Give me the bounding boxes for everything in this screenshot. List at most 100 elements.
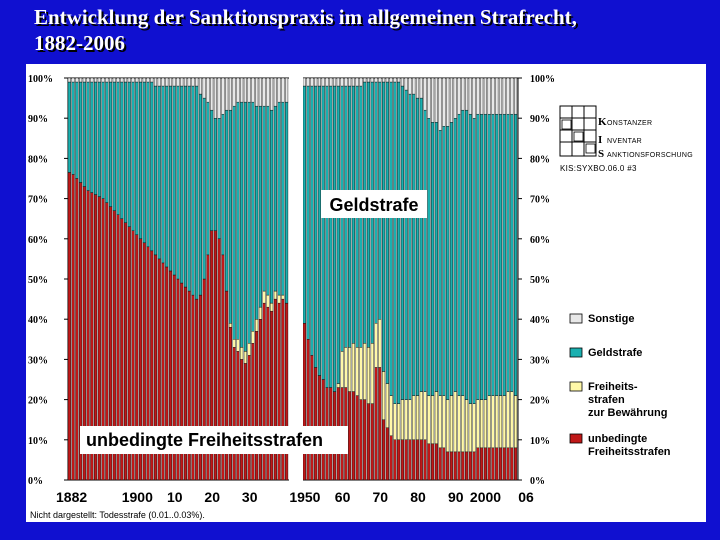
bar-geldstrafe-1894: [112, 81, 116, 211]
bar-unbedingt-1935: [266, 306, 270, 481]
bar-unbedingt-1999: [487, 447, 491, 481]
bar-geldstrafe-1990: [453, 118, 457, 392]
bar-sonstige-1995: [472, 77, 476, 119]
bar-bewaehrung-1963: [351, 343, 355, 392]
kis-logo: K ONSTANZER I NVENTAR S ANKTIONSFORSCHUN…: [559, 105, 693, 173]
bar-bewaehrung-1939: [281, 294, 285, 300]
bar-bewaehrung-1981: [419, 391, 423, 440]
bar-sonstige-1959: [336, 77, 340, 87]
bar-sonstige-1920: [210, 77, 214, 111]
bar-geldstrafe-1934: [262, 105, 266, 292]
bar-unbedingt-2003: [502, 447, 506, 481]
bar-unbedingt-1971: [382, 419, 386, 481]
y-tick-right: 50%: [530, 275, 550, 286]
bar-bewaehrung-1931: [251, 331, 255, 344]
bar-sonstige-1953: [314, 77, 318, 87]
bar-sonstige-1965: [359, 77, 363, 87]
bar-geldstrafe-1904: [150, 81, 154, 252]
bar-sonstige-1898: [127, 77, 131, 83]
bar-sonstige-1910: [172, 77, 176, 87]
bar-unbedingt-1967: [366, 403, 371, 481]
bar-sonstige-1934: [262, 77, 266, 107]
bar-sonstige-1895: [116, 77, 120, 83]
bar-sonstige-1957: [329, 77, 333, 87]
bar-sonstige-2004: [506, 77, 510, 115]
bar-sonstige-1927: [236, 77, 240, 103]
bar-geldstrafe-1933: [258, 105, 262, 308]
bar-geldstrafe-2002: [498, 113, 503, 396]
x-tick-label: 06: [518, 489, 534, 505]
bar-geldstrafe-2001: [495, 113, 499, 396]
bar-sonstige-2005: [510, 77, 514, 115]
bar-sonstige-1938: [277, 77, 281, 103]
bar-sonstige-1994: [468, 77, 472, 115]
bar-geldstrafe-1999: [487, 113, 491, 396]
bar-geldstrafe-1957: [329, 85, 333, 388]
bar-sonstige-1890: [97, 77, 101, 83]
bar-unbedingt-2004: [506, 447, 510, 481]
bar-unbedingt-1972: [385, 427, 389, 481]
bar-sonstige-1884: [75, 77, 79, 83]
bar-unbedingt-2000: [491, 447, 495, 481]
bar-bewaehrung-1988: [446, 399, 450, 453]
bar-bewaehrung-1997: [480, 399, 484, 449]
bar-unbedingt-1930: [247, 355, 251, 481]
bar-unbedingt-1990: [453, 451, 457, 481]
bar-geldstrafe-1891: [101, 81, 105, 199]
bar-sonstige-1988: [446, 77, 450, 127]
bar-bewaehrung-1995: [472, 403, 476, 453]
bar-sonstige-1921: [213, 77, 217, 119]
x-tick-label: 1882: [56, 489, 87, 505]
y-tick-left: 0%: [28, 476, 43, 487]
bar-sonstige-1937: [273, 77, 277, 107]
bar-unbedingt-1983: [427, 443, 431, 481]
bar-sonstige-1950: [302, 77, 306, 87]
bar-unbedingt-1981: [419, 439, 423, 481]
bar-sonstige-1939: [281, 77, 285, 103]
bar-geldstrafe-1974: [393, 81, 397, 404]
bar-bewaehrung-1930: [247, 343, 251, 356]
bar-bewaehrung-1935: [266, 294, 270, 308]
bar-sonstige-1891: [101, 77, 105, 83]
bar-sonstige-1968: [370, 77, 374, 83]
bar-sonstige-1955: [321, 77, 325, 87]
bar-unbedingt-1994: [468, 451, 472, 481]
bar-sonstige-1996: [476, 77, 480, 115]
bar-sonstige-1904: [150, 77, 154, 83]
bar-geldstrafe-1994: [468, 113, 472, 404]
bar-unbedingt-2001: [495, 447, 499, 481]
legend-swatch-sonstige: [569, 313, 583, 324]
bar-unbedingt-1931: [251, 343, 255, 481]
bar-geldstrafe-1889: [94, 81, 98, 195]
logo-initial-s: S: [598, 148, 604, 160]
bar-unbedingt-1984: [431, 443, 435, 481]
bar-bewaehrung-1983: [427, 395, 431, 445]
bar-sonstige-1997: [480, 77, 484, 115]
x-tick-label: 60: [335, 489, 351, 505]
logo-initial-k: K: [598, 116, 607, 128]
bar-sonstige-1885: [79, 77, 83, 83]
legend-label-unbedingt: Freiheitsstrafen: [588, 446, 671, 458]
bar-geldstrafe-1997: [480, 113, 484, 400]
bar-sonstige-1912: [180, 77, 184, 87]
bar-sonstige-1990: [453, 77, 457, 119]
bar-bewaehrung-1974: [393, 403, 397, 440]
bar-unbedingt-1995: [472, 451, 476, 481]
bar-bewaehrung-1980: [415, 395, 420, 440]
bar-geldstrafe-1929: [243, 101, 247, 352]
bar-geldstrafe-1886: [82, 81, 86, 187]
bar-sonstige-1928: [240, 77, 244, 103]
bar-bewaehrung-1965: [359, 347, 363, 400]
bar-geldstrafe-1954: [317, 85, 322, 376]
bar-geldstrafe-1975: [397, 81, 401, 404]
bar-geldstrafe-1888: [90, 81, 94, 193]
bar-sonstige-1909: [168, 77, 173, 87]
bar-sonstige-1886: [82, 77, 86, 83]
bar-sonstige-1952: [310, 77, 314, 87]
bar-sonstige-1991: [457, 77, 461, 115]
bar-geldstrafe-1920: [210, 109, 214, 231]
bar-geldstrafe-1916: [195, 85, 199, 300]
y-tick-right: 60%: [530, 235, 550, 246]
y-axis-right: 0% 10% 20% 30% 40% 50% 60% 70% 80% 90% 100%: [518, 74, 555, 487]
y-tick-left: 30%: [28, 355, 48, 366]
